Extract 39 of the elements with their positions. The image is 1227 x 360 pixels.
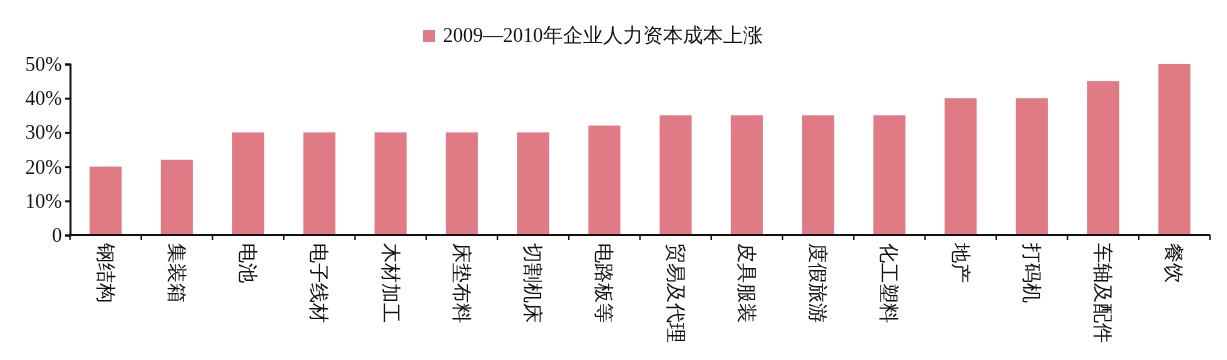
x-tick-label: 度假旅游 — [807, 243, 830, 323]
y-tick-label: 40% — [25, 87, 62, 110]
x-tick-label: 餐饮 — [1163, 243, 1186, 283]
bar — [730, 115, 763, 235]
x-tick-label: 床垫布料 — [450, 243, 473, 323]
x-tick-label: 化工塑料 — [878, 243, 901, 323]
bar — [659, 115, 692, 235]
bar — [1158, 64, 1191, 235]
x-tick-label: 电路板等 — [593, 243, 616, 323]
x-tick-label: 电池 — [237, 243, 260, 283]
y-tick-label: 10% — [25, 189, 62, 212]
x-tick-label: 贸易及代理 — [664, 243, 687, 343]
bar — [944, 98, 977, 235]
x-tick-label: 皮具服装 — [735, 243, 758, 323]
x-tick-label: 集装箱 — [165, 243, 188, 303]
bar — [160, 159, 193, 235]
x-tick-label: 电子线材 — [308, 243, 331, 323]
x-tick-label: 切割机床 — [522, 243, 545, 323]
bar — [1015, 98, 1048, 235]
x-tick-label: 打码机 — [1020, 242, 1043, 303]
x-tick-label: 木材加工 — [379, 243, 402, 323]
bar — [1087, 81, 1120, 235]
x-tick-label: 车轴及配件 — [1092, 243, 1115, 343]
bar — [873, 115, 906, 235]
bar — [303, 132, 336, 235]
bar — [445, 132, 478, 235]
x-tick-label: 钢结构 — [94, 242, 117, 303]
y-tick-label: 30% — [25, 121, 62, 144]
bar — [517, 132, 550, 235]
x-tick-label: 地产 — [949, 242, 972, 283]
legend-label: 2009—2010年企业人力资本成本上涨 — [443, 24, 763, 46]
bar — [89, 166, 122, 235]
bar — [232, 132, 265, 235]
y-tick-label: 50% — [25, 52, 62, 75]
bar — [374, 132, 407, 235]
bar — [588, 125, 621, 235]
bar — [802, 115, 835, 235]
y-tick-label: 0 — [52, 223, 62, 246]
y-tick-label: 20% — [25, 155, 62, 178]
